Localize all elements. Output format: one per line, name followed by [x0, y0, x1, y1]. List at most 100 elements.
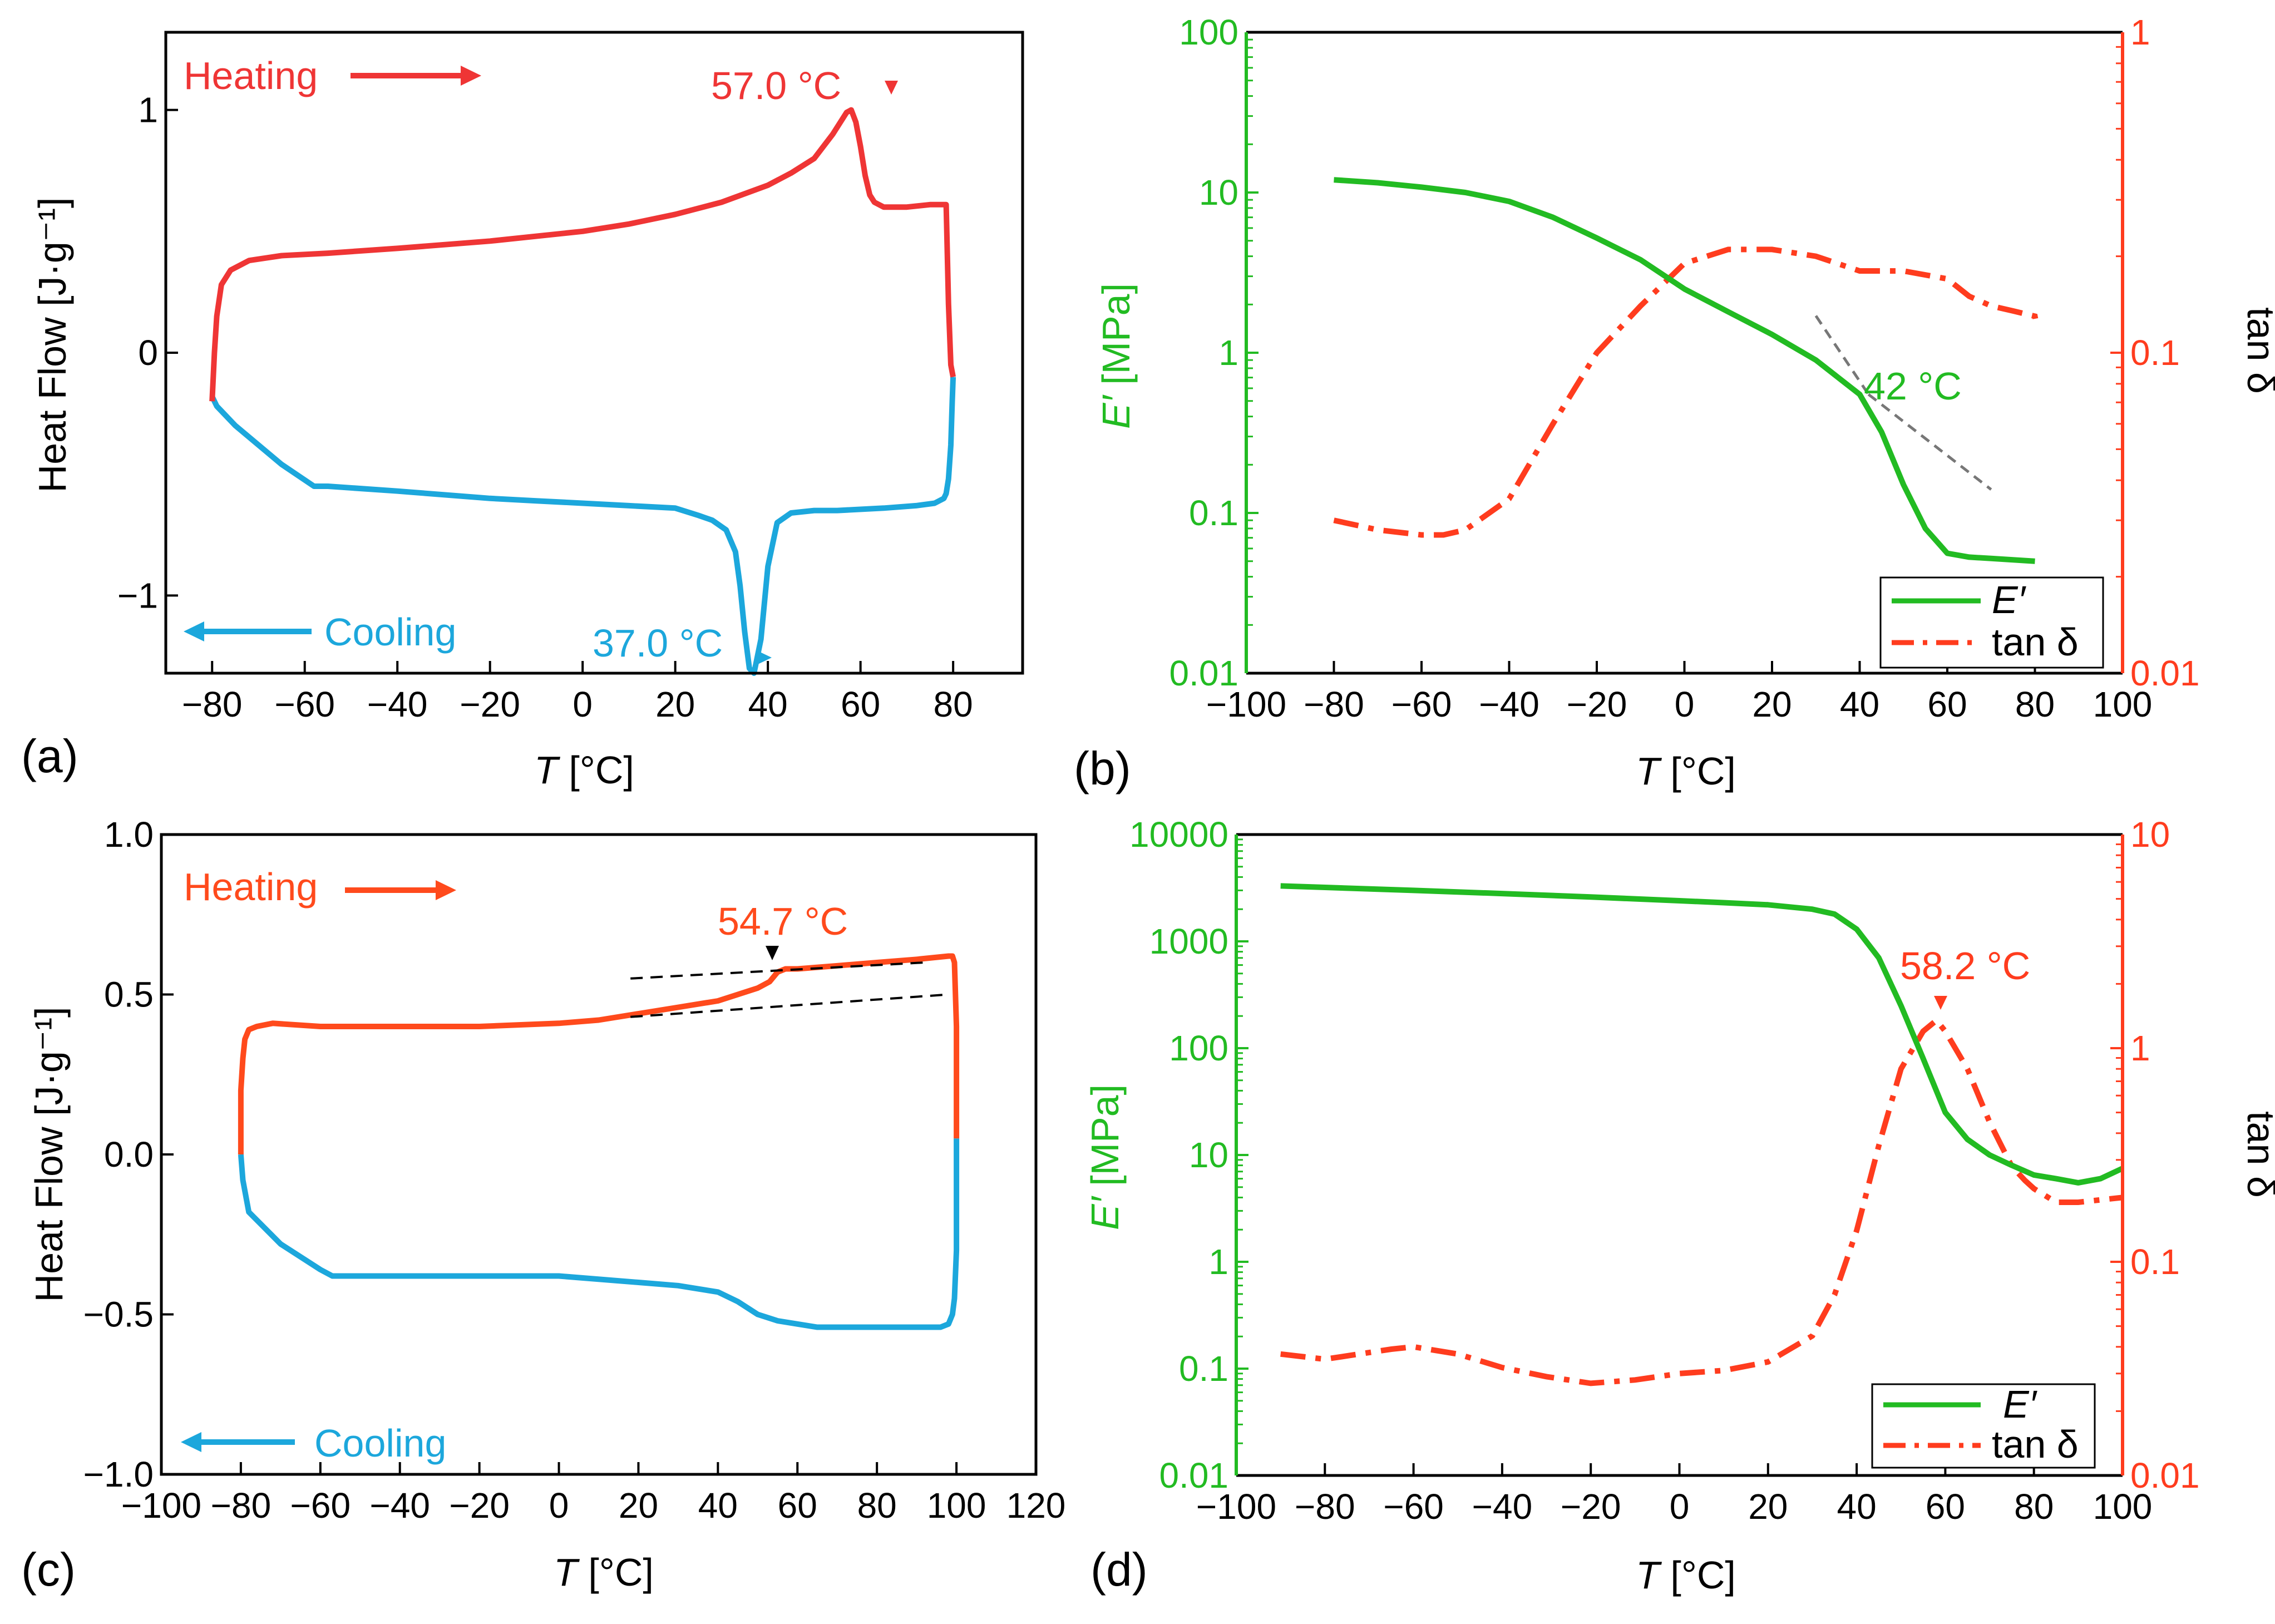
panel-d: (d) E′ [MPa] tan δ T [°C] −100 −80 −60 −40−… — [1083, 815, 2275, 1597]
panel-d-xtick-label: 20 — [1748, 1487, 1788, 1527]
panel-a-ytick-label: 1 — [138, 90, 158, 130]
panel-b-y2tick-label: 1 — [2130, 12, 2150, 52]
panel-b-xtick-label: −40 — [1479, 684, 1539, 724]
panel-b-xlabel-unit: [°C] — [1660, 749, 1736, 793]
panel-a-heat-peak-label: 57.0 °C — [711, 64, 841, 107]
panel-b-legend-storage: E′ — [1992, 578, 2027, 621]
panel-a-xtick-label: 0 — [573, 684, 593, 724]
panel-a-ylabel: Heat Flow [J·g⁻¹] — [31, 198, 74, 493]
panel-b-xtick-label: 20 — [1752, 684, 1792, 724]
panel-a-xtick-label: −60 — [274, 684, 335, 724]
panel-c-xtick-label: 100 — [927, 1485, 986, 1526]
panel-c-xtick-label: 20 — [619, 1485, 658, 1526]
panel-d-y2label: tan δ — [2239, 1111, 2275, 1198]
panel-a-cool-peak-label: 37.0 °C — [593, 621, 723, 665]
panel-c-ytick-label: 0.0 — [104, 1134, 154, 1174]
panel-d-xtick-label: 80 — [2014, 1487, 2054, 1527]
panel-a-xlabel-symbol: T — [534, 748, 560, 792]
panel-d-y2tick-label: 0.01 — [2130, 1455, 2200, 1495]
panel-b-legend: E′ tan δ — [1879, 576, 2104, 669]
panel-b: (b) E′ [MPa] tan δ T [°C] −100 −80 −60 −40−… — [1074, 12, 2275, 794]
panel-d-xtick-label: 40 — [1837, 1487, 1877, 1527]
panel-d-ylabel-unit: [MPa] — [1083, 1084, 1127, 1197]
panel-d-xtick-label: 60 — [1926, 1487, 1965, 1527]
panel-b-xtick-label: −60 — [1391, 684, 1452, 724]
panel-d-xtick-label: −20 — [1561, 1487, 1621, 1527]
panel-d-xtick-label: −80 — [1295, 1487, 1355, 1527]
panel-c-xlabel-symbol: T — [554, 1551, 580, 1594]
panel-d-xtick-label: −100 — [1196, 1487, 1276, 1527]
panel-a-cooling-line — [209, 377, 956, 676]
panel-c-xlabel-unit: [°C] — [578, 1551, 654, 1594]
panel-b-ytick-label: 10 — [1199, 172, 1238, 213]
panel-a-ytick-label: −1 — [117, 575, 158, 615]
panel-b-y2label: tan δ — [2239, 307, 2275, 394]
panel-d-ytick-label: 0.01 — [1159, 1455, 1228, 1495]
panel-a-xtick-label: 60 — [841, 684, 880, 724]
panel-d-xlabel-symbol: T — [1636, 1553, 1662, 1597]
panel-a-heating-line — [209, 107, 956, 402]
panel-d-tand-peak-marker — [1934, 996, 1947, 1010]
panel-c-x-ticks: −100 −80 −60 −40 −20 0 20 40 60 80 100 120 — [121, 1462, 1065, 1526]
panel-c-tangent-line — [630, 993, 949, 1018]
panel-d-tand-peak-label: 58.2 °C — [1900, 944, 2030, 988]
panel-d-ylabel-symbol: E′ — [1083, 1195, 1127, 1230]
panel-c-ytick-label: −1.0 — [83, 1454, 154, 1494]
panel-b-ylabel: E′ [MPa] — [1094, 283, 1138, 429]
panel-c-transition-marker — [766, 946, 779, 960]
panel-c-xtick-label: 0 — [549, 1485, 569, 1526]
panel-c-ytick-label: 1.0 — [104, 815, 154, 855]
panel-a-xtick-label: −20 — [460, 684, 520, 724]
panel-a-legend-cooling: Cooling — [324, 610, 456, 654]
panel-b-ylabel-unit: [MPa] — [1094, 283, 1138, 396]
panel-d-legend-storage: E′ — [2003, 1383, 2038, 1426]
panel-c-xtick-label: −40 — [369, 1485, 430, 1526]
panel-d-xtick-label: −40 — [1472, 1487, 1533, 1527]
panel-b-label: (b) — [1074, 742, 1131, 794]
panel-d-tand-line — [1280, 1016, 2123, 1386]
panel-b-xlabel-symbol: T — [1636, 749, 1662, 793]
panel-c-cooling-line — [238, 1138, 960, 1330]
panel-b-storage-line — [1334, 177, 2035, 564]
panel-c-transition-label: 54.7 °C — [718, 900, 848, 943]
panel-c-xtick-label: 80 — [857, 1485, 897, 1526]
panel-b-ytick-label: 1 — [1218, 333, 1238, 373]
panel-b-y-ticks: 100 10 1 0.1 0.01 — [1169, 12, 1259, 693]
panel-a-xtick-label: −40 — [367, 684, 428, 724]
panel-b-ytick-label: 0.01 — [1169, 653, 1238, 693]
panel-a-x-ticks: −80 −60 −40 −20 0 20 40 60 80 — [182, 661, 973, 724]
panel-d-ytick-label: 100 — [1169, 1028, 1228, 1068]
panel-b-legend-box — [1879, 576, 2104, 669]
panel-b-xtick-label: 60 — [1927, 684, 1967, 724]
panel-b-ylabel-symbol: E′ — [1094, 394, 1138, 429]
panel-c-heating-arrow — [345, 880, 456, 900]
panel-b-transition-label: 42 °C — [1864, 364, 1962, 408]
panel-c-xtick-label: −20 — [449, 1485, 510, 1526]
panel-a-xtick-label: −80 — [182, 684, 243, 724]
panel-b-xtick-label: 40 — [1840, 684, 1879, 724]
panel-c-tangent-line — [630, 961, 925, 980]
panel-b-y2tick-label: 0.01 — [2130, 653, 2200, 693]
panel-a-heating-arrow — [351, 66, 481, 86]
panel-a-xlabel: T [°C] — [534, 748, 634, 792]
panel-b-xtick-label: −80 — [1304, 684, 1364, 724]
panel-b-xtick-label: 0 — [1675, 684, 1695, 724]
panel-c-cooling-arrow — [181, 1432, 295, 1452]
panel-d-y2tick-label: 0.1 — [2130, 1242, 2180, 1282]
panel-c-xtick-label: 120 — [1006, 1485, 1066, 1526]
panel-c-heating-line — [238, 953, 960, 1154]
panel-d-legend-box — [1871, 1383, 2096, 1469]
panel-d-xtick-label: 0 — [1670, 1487, 1690, 1527]
panel-b-series — [1333, 177, 2040, 564]
panel-d-xlabel-unit: [°C] — [1660, 1553, 1736, 1597]
panel-a-series — [209, 107, 956, 676]
panel-d-y-ticks: 10000 1000 100 10 1 0.1 0.01 — [1129, 815, 1248, 1495]
panel-b-xtick-label: −100 — [1206, 684, 1286, 724]
panel-b-xlabel: T [°C] — [1636, 749, 1736, 793]
panel-a-xlabel-unit: [°C] — [558, 748, 634, 792]
panel-d-y2tick-label: 10 — [2130, 815, 2170, 855]
panel-b-tangent-line — [1867, 393, 1992, 491]
panel-a-xtick-label: 40 — [748, 684, 788, 724]
panel-b-tand-line — [1333, 246, 2040, 538]
